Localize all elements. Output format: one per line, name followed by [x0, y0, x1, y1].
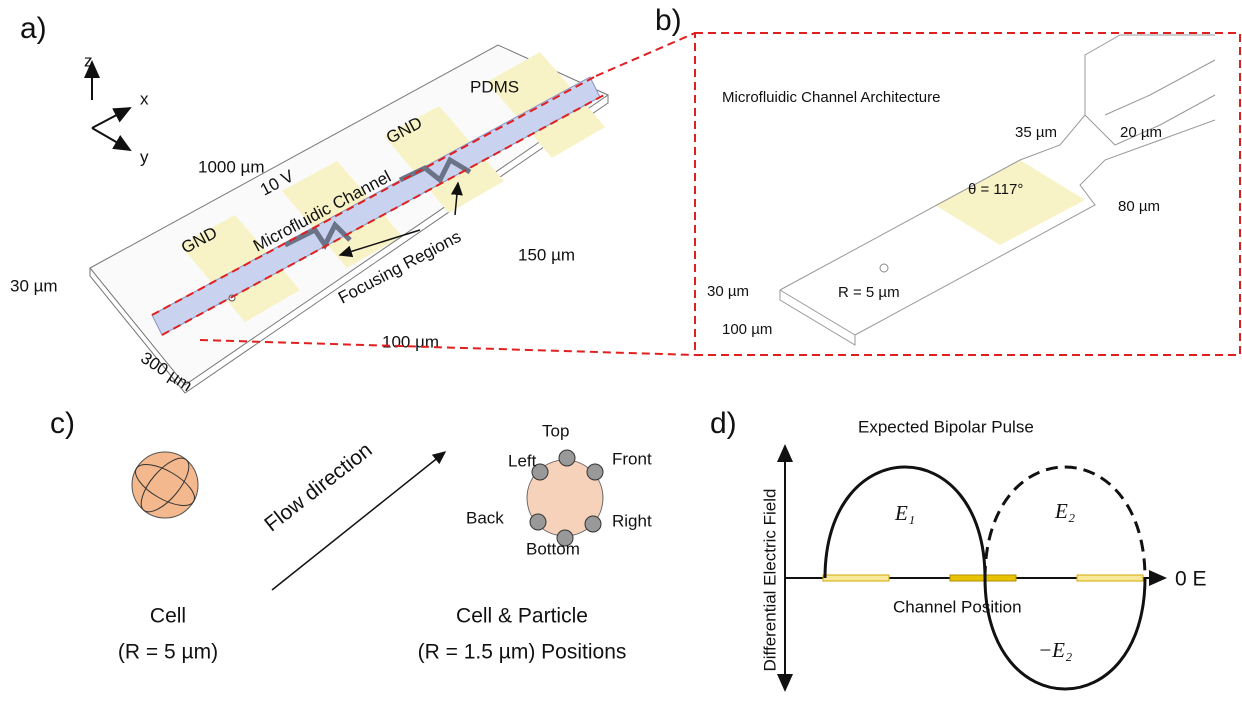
label: E₁ — [894, 501, 915, 525]
axis-label: z — [84, 51, 93, 70]
axis-arrow — [92, 108, 130, 128]
cell — [880, 264, 888, 272]
dimension: 100 µm — [382, 332, 439, 351]
label: Bottom — [526, 539, 580, 558]
panel-label: c) — [50, 407, 75, 440]
dimension: 30 µm — [707, 283, 749, 300]
zoom-line — [200, 340, 695, 355]
label: Right — [612, 511, 652, 530]
axis-label: y — [140, 147, 149, 166]
dimension: 20 µm — [1120, 124, 1162, 141]
pulse — [985, 578, 1145, 689]
dimension: 35 µm — [1015, 124, 1057, 141]
flow-arrow — [272, 452, 445, 590]
panel-label: d) — [710, 407, 737, 440]
panel-b: b) Microfluidic Channel Architecture 35 … — [655, 4, 1240, 355]
electrode — [935, 160, 1085, 245]
panel-d: d) Expected Bipolar Pulse Differential E… — [710, 407, 1207, 690]
label: Top — [542, 421, 569, 440]
axis-label: Channel Position — [893, 597, 1022, 616]
panel-a: a) z x y 1000 µm PDMS GND 10 V Microflui… — [10, 12, 608, 395]
title: Microfluidic Channel Architecture — [722, 89, 940, 106]
dimension: θ = 117° — [968, 181, 1023, 198]
panel-c: c) Flow direction Top Left Front Back Ri… — [50, 407, 652, 664]
label: PDMS — [470, 77, 519, 96]
caption: Cell & Particle — [456, 605, 588, 628]
panel-label: a) — [20, 12, 47, 45]
figure: a) z x y 1000 µm PDMS GND 10 V Microflui… — [0, 0, 1242, 706]
electrode — [823, 575, 889, 581]
caption: (R = 5 µm) — [118, 641, 218, 664]
label: E₂ — [1054, 499, 1075, 523]
electrode — [950, 575, 1016, 581]
dimension: 1000 µm — [198, 157, 265, 176]
axis-label: 0 E — [1175, 568, 1207, 591]
dimension: 80 µm — [1118, 198, 1160, 215]
axis-arrow — [92, 128, 130, 150]
label: Left — [508, 451, 537, 470]
zoom-line — [596, 33, 695, 76]
label: Flow direction — [260, 438, 376, 536]
dimension: R = 5 µm — [838, 284, 900, 301]
caption: (R = 1.5 µm) Positions — [418, 641, 627, 664]
dimension: 100 µm — [722, 321, 772, 338]
label: −E₂ — [1038, 638, 1072, 662]
label: Back — [466, 508, 504, 527]
axis-label: Differential Electric Field — [760, 489, 779, 672]
panel-label: b) — [655, 4, 682, 37]
axis-label: x — [140, 89, 149, 108]
title: Expected Bipolar Pulse — [858, 417, 1034, 436]
caption: Cell — [150, 605, 186, 628]
dimension: 150 µm — [518, 245, 575, 264]
label: Front — [612, 449, 652, 468]
dimension: 30 µm — [10, 276, 58, 295]
electrode — [1077, 575, 1143, 581]
